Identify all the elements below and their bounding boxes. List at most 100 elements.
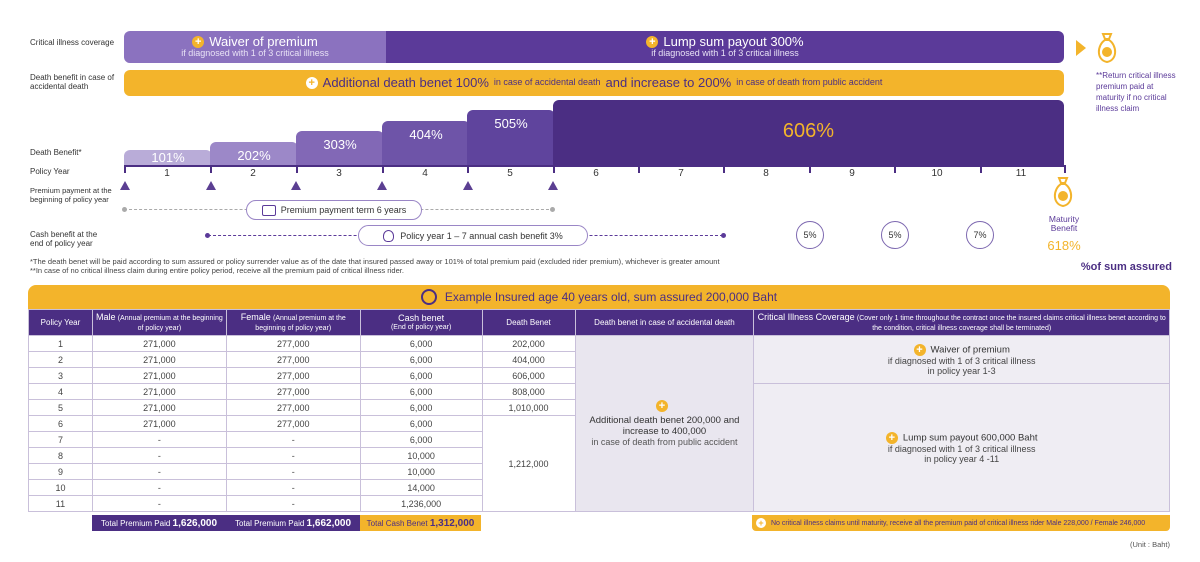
- accident-p1: Additional death benet 100%: [322, 74, 489, 90]
- table-row: 4 271,000 277,000 6,000 808,000 + Lump sum pay…: [28, 383, 1170, 512]
- waiver-title: Waiver of premium: [209, 33, 318, 49]
- cell-year: 2: [28, 351, 93, 368]
- year-label: 10: [931, 168, 943, 179]
- cell-male: 271,000: [91, 335, 227, 352]
- label-premium-payment: Premium payment at the beginning of poli…: [30, 186, 112, 204]
- cell-female: 277,000: [225, 399, 361, 416]
- year-label: 11: [1015, 168, 1027, 179]
- maturity-value: 618%: [1047, 238, 1081, 253]
- cash-circle-year-8: 5%: [796, 221, 824, 249]
- step-label: 606%: [782, 120, 835, 142]
- cell-year: 3: [28, 367, 93, 384]
- waiver-bar: + Waiver of premium if diagnosed with 1 o…: [124, 31, 386, 63]
- year-label: 3: [336, 168, 342, 179]
- axis-tick: [210, 165, 212, 173]
- cell-cash: 6,000: [359, 367, 483, 384]
- cell-death: 404,000: [481, 351, 576, 368]
- th-female: Female (Annual premium at the beginning …: [225, 309, 361, 336]
- return-note: **Return critical illness premium paid a…: [1096, 71, 1176, 113]
- step-label: 404%: [409, 127, 443, 142]
- year-label: 1: [164, 168, 170, 179]
- total-female: Total Premium Paid 1,662,000: [226, 515, 360, 531]
- total-cash: Total Cash Benet 1,312,000: [360, 515, 481, 531]
- cell-year: 9: [28, 463, 93, 480]
- premium-triangle-icon: [120, 181, 130, 190]
- table-row: 8- -10,000: [28, 447, 1170, 464]
- cell-cash: 10,000: [359, 447, 483, 464]
- axis-tick: [1064, 165, 1066, 173]
- lump-sum-bar: + Lump sum payout 300% if diagnosed with …: [386, 31, 1064, 63]
- plus-icon: +: [646, 36, 659, 49]
- cell-female: -: [225, 447, 361, 464]
- footnote-1: *The death benet will be paid according …: [30, 257, 720, 266]
- cell-male: -: [91, 431, 227, 448]
- cell-female: 277,000: [225, 367, 361, 384]
- lump-title: Lump sum payout 300%: [663, 33, 804, 49]
- cell-female: -: [225, 431, 361, 448]
- year-label: 8: [763, 168, 769, 179]
- th-policy-year: Policy Year: [28, 309, 93, 336]
- axis-tick: [980, 165, 982, 173]
- cell-male: 271,000: [91, 351, 227, 368]
- accident-p2: in case of accidental death: [493, 77, 601, 88]
- plus-icon: +: [192, 36, 205, 49]
- premium-term-text: Premium payment term 6 years: [280, 205, 407, 215]
- cell-cash: 6,000: [359, 399, 483, 416]
- table-row: 1 271,000 277,000 6,000 202,000 + Additional d…: [28, 335, 1170, 512]
- money-bag-icon: [383, 229, 395, 242]
- year-label: 5: [507, 168, 513, 179]
- benefit-table: Policy Year Male (Annual premium at the …: [28, 309, 1170, 512]
- cell-year: 6: [28, 415, 93, 432]
- cash-term-pill: Policy year 1 – 7 annual cash benefit 3%: [358, 225, 588, 246]
- cell-death-merged: 1,212,000: [481, 415, 576, 512]
- cell-cash: 10,000: [359, 463, 483, 480]
- cell-female: -: [225, 463, 361, 480]
- accidental-bar: + Additional death benet 100% in case of…: [124, 70, 1064, 96]
- cell-year: 8: [28, 447, 93, 464]
- cell-death: 202,000: [481, 335, 576, 352]
- axis-tick: [894, 165, 896, 173]
- th-death-accidental: Death benet in case of accidental death: [574, 309, 755, 336]
- waiver-subtitle: if diagnosed with 1 of 3 critical illnes…: [181, 48, 329, 59]
- label-cash-benefit: Cash benefit at the end of policy year: [30, 230, 98, 248]
- table-row: 11- -1,236,000: [28, 495, 1170, 512]
- accident-p3: and increase to 200%: [605, 74, 732, 90]
- th-cash: Cash benet (End of policy year): [359, 309, 483, 336]
- sum-assured-label: %of sum assured: [1080, 261, 1172, 273]
- cell-male: 271,000: [91, 415, 227, 432]
- plus-icon: +: [305, 77, 318, 89]
- wallet-icon: [261, 204, 276, 216]
- label-policy-year: Policy Year: [30, 167, 70, 176]
- step-label: 202%: [237, 148, 271, 163]
- cell-year: 1: [28, 335, 93, 352]
- cell-male: -: [91, 495, 227, 512]
- cell-year: 11: [28, 495, 93, 512]
- axis-tick: [382, 165, 384, 173]
- axis-tick: [553, 165, 555, 173]
- premium-triangle-icon: [548, 181, 558, 190]
- cell-cash: 6,000: [359, 415, 483, 432]
- step-label: 101%: [151, 150, 185, 165]
- cell-death: 1,010,000: [481, 399, 576, 416]
- arrow-right-icon: [1076, 40, 1086, 56]
- example-title: Example Insured age 40 years old, sum as…: [444, 290, 778, 304]
- year-label: 7: [678, 168, 684, 179]
- plus-icon: +: [885, 431, 898, 444]
- table-header-row: Policy Year Male (Annual premium at the …: [28, 309, 1170, 336]
- cell-death: 606,000: [481, 367, 576, 384]
- money-bag-icon: [1097, 33, 1117, 64]
- ci-footer: + No critical illness claims until maturi…: [752, 515, 1170, 531]
- axis-tick: [467, 165, 469, 173]
- step-year-5: 505%: [467, 110, 555, 165]
- year-axis: [124, 165, 1066, 167]
- cell-male: 271,000: [91, 383, 227, 400]
- table-row: 3 271,000 277,000 6,000 606,000: [28, 367, 1170, 384]
- table-row: 10- -14,000: [28, 479, 1170, 496]
- cell-male: -: [91, 447, 227, 464]
- cell-cash: 14,000: [359, 479, 483, 496]
- dot: [550, 207, 555, 212]
- cell-cash: 6,000: [359, 431, 483, 448]
- cell-year: 10: [28, 479, 93, 496]
- cell-cash: 6,000: [359, 335, 483, 352]
- maturity-money-bag-icon: [1053, 177, 1073, 208]
